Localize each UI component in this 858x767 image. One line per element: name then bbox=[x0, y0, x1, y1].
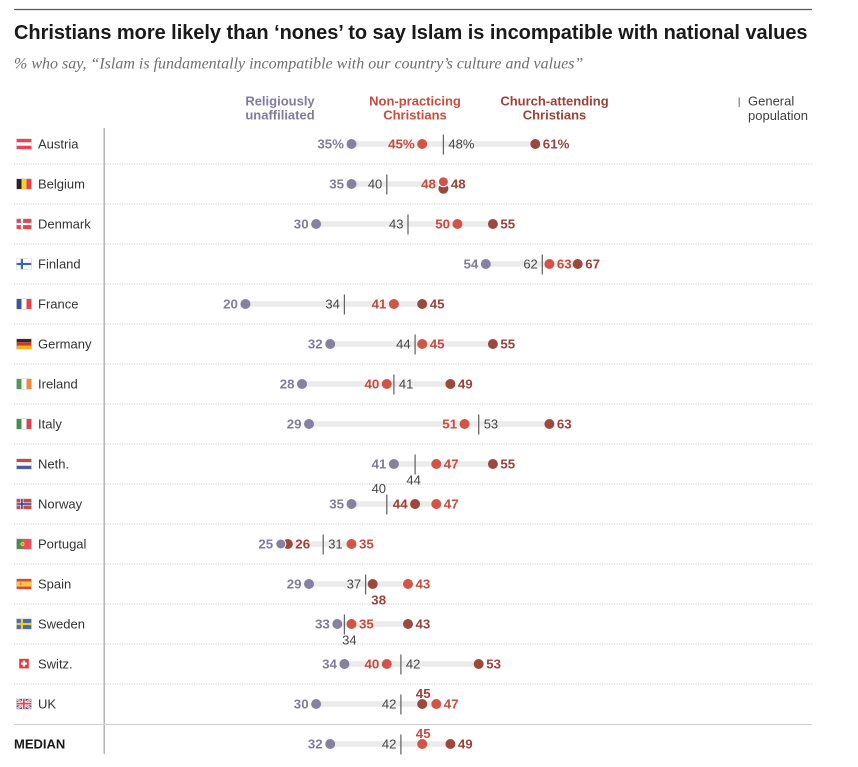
svg-text:33: 33 bbox=[315, 617, 330, 632]
svg-text:63: 63 bbox=[557, 417, 572, 432]
svg-text:Switz.: Switz. bbox=[38, 657, 73, 672]
svg-text:35: 35 bbox=[359, 617, 374, 632]
svg-text:30: 30 bbox=[294, 697, 309, 712]
svg-text:45: 45 bbox=[430, 337, 445, 352]
svg-text:47: 47 bbox=[444, 457, 459, 472]
svg-text:40: 40 bbox=[365, 377, 380, 392]
svg-text:29: 29 bbox=[287, 417, 302, 432]
svg-text:44: 44 bbox=[393, 497, 408, 512]
svg-text:UK: UK bbox=[38, 697, 56, 712]
svg-text:45: 45 bbox=[416, 726, 431, 741]
svg-text:Religiously: Religiously bbox=[245, 94, 315, 109]
svg-text:34: 34 bbox=[325, 297, 339, 312]
svg-text:43: 43 bbox=[416, 577, 431, 592]
svg-text:Ireland: Ireland bbox=[38, 377, 78, 392]
svg-text:48%: 48% bbox=[448, 137, 474, 152]
svg-text:31: 31 bbox=[328, 537, 342, 552]
svg-text:40: 40 bbox=[372, 481, 386, 496]
svg-text:54: 54 bbox=[464, 257, 479, 272]
svg-text:42: 42 bbox=[382, 737, 396, 752]
svg-text:43: 43 bbox=[389, 217, 403, 232]
svg-text:population: population bbox=[748, 108, 808, 123]
svg-text:44: 44 bbox=[396, 337, 410, 352]
svg-text:47: 47 bbox=[444, 497, 459, 512]
svg-text:35: 35 bbox=[329, 497, 344, 512]
svg-text:MEDIAN: MEDIAN bbox=[14, 737, 65, 752]
svg-text:General: General bbox=[748, 94, 794, 109]
svg-text:40: 40 bbox=[368, 177, 382, 192]
svg-text:unaffiliated: unaffiliated bbox=[245, 108, 314, 123]
svg-text:41: 41 bbox=[372, 457, 387, 472]
svg-text:50: 50 bbox=[435, 217, 450, 232]
svg-text:Germany: Germany bbox=[38, 337, 92, 352]
svg-text:51: 51 bbox=[442, 417, 457, 432]
svg-text:Denmark: Denmark bbox=[38, 217, 91, 232]
svg-text:35%: 35% bbox=[317, 137, 344, 152]
svg-text:32: 32 bbox=[308, 337, 323, 352]
svg-text:55: 55 bbox=[500, 217, 515, 232]
svg-text:41: 41 bbox=[372, 297, 387, 312]
svg-text:40: 40 bbox=[365, 657, 380, 672]
svg-text:Spain: Spain bbox=[38, 577, 71, 592]
svg-text:34: 34 bbox=[322, 657, 337, 672]
svg-text:45: 45 bbox=[416, 686, 431, 701]
svg-text:20: 20 bbox=[223, 297, 238, 312]
svg-text:Belgium: Belgium bbox=[38, 177, 85, 192]
svg-text:45%: 45% bbox=[388, 137, 415, 152]
svg-text:29: 29 bbox=[287, 577, 302, 592]
svg-text:Church-attending: Church-attending bbox=[500, 94, 608, 109]
svg-text:62: 62 bbox=[523, 257, 537, 272]
svg-text:63: 63 bbox=[557, 257, 572, 272]
svg-text:Austria: Austria bbox=[38, 137, 79, 152]
svg-text:Christians: Christians bbox=[523, 108, 587, 123]
svg-text:Christians more likely than ‘n: Christians more likely than ‘nones’ to s… bbox=[14, 22, 808, 44]
svg-text:Christians: Christians bbox=[383, 108, 447, 123]
svg-text:44: 44 bbox=[406, 473, 420, 488]
svg-text:35: 35 bbox=[329, 177, 344, 192]
svg-text:49: 49 bbox=[458, 737, 473, 752]
svg-text:38: 38 bbox=[371, 593, 386, 608]
svg-text:42: 42 bbox=[406, 657, 420, 672]
svg-text:26: 26 bbox=[295, 537, 310, 552]
svg-text:28: 28 bbox=[280, 377, 295, 392]
svg-text:43: 43 bbox=[416, 617, 431, 632]
svg-text:Norway: Norway bbox=[38, 497, 83, 512]
svg-text:25: 25 bbox=[258, 537, 273, 552]
svg-text:% who say, “Islam is fundament: % who say, “Islam is fundamentally incom… bbox=[14, 56, 583, 73]
svg-text:41: 41 bbox=[399, 377, 413, 392]
svg-text:47: 47 bbox=[444, 697, 459, 712]
svg-text:Sweden: Sweden bbox=[38, 617, 85, 632]
svg-text:Neth.: Neth. bbox=[38, 457, 69, 472]
svg-text:45: 45 bbox=[430, 297, 445, 312]
svg-text:49: 49 bbox=[458, 377, 473, 392]
svg-text:48: 48 bbox=[421, 177, 436, 192]
svg-text:48: 48 bbox=[451, 177, 466, 192]
svg-text:35: 35 bbox=[359, 537, 374, 552]
svg-text:Italy: Italy bbox=[38, 417, 62, 432]
svg-text:France: France bbox=[38, 297, 78, 312]
svg-text:67: 67 bbox=[585, 257, 600, 272]
svg-text:34: 34 bbox=[342, 633, 356, 648]
svg-text:32: 32 bbox=[308, 737, 323, 752]
svg-text:61%: 61% bbox=[543, 137, 570, 152]
svg-text:55: 55 bbox=[500, 457, 515, 472]
svg-text:42: 42 bbox=[382, 697, 396, 712]
svg-text:53: 53 bbox=[484, 417, 498, 432]
svg-text:53: 53 bbox=[486, 657, 501, 672]
svg-text:37: 37 bbox=[347, 577, 361, 592]
svg-text:Finland: Finland bbox=[38, 257, 81, 272]
svg-text:Non-practicing: Non-practicing bbox=[369, 94, 461, 109]
svg-text:30: 30 bbox=[294, 217, 309, 232]
svg-text:55: 55 bbox=[500, 337, 515, 352]
svg-text:Portugal: Portugal bbox=[38, 537, 87, 552]
